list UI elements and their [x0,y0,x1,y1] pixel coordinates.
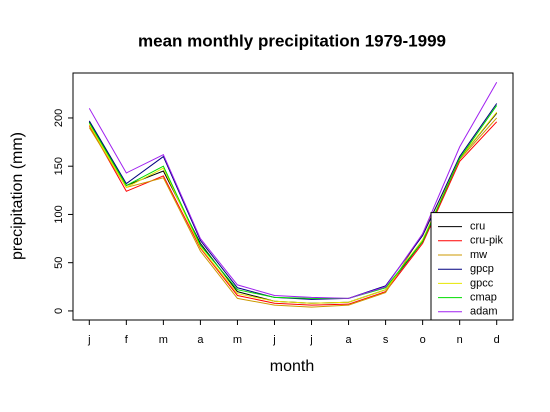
x-tick-label: o [420,334,426,346]
x-tick-label: n [457,334,463,346]
legend-label: mw [470,249,487,261]
x-tick-label: a [345,334,352,346]
series-line [88,111,498,304]
y-tick-label: 200 [53,109,65,127]
y-tick-label: 0 [53,308,65,314]
x-tick-label: m [233,334,242,346]
y-tick-label: 100 [53,205,65,223]
y-tick-label: 50 [53,257,65,269]
x-tick-label: s [383,334,389,346]
series-line [88,121,498,306]
x-tick-label: d [494,334,500,346]
x-axis-title: month [270,358,314,375]
y-axis-title: precipitation (mm) [9,132,26,260]
legend-label: cru [470,221,485,233]
chart-title: mean monthly precipitation 1979-1999 [138,31,446,50]
legend-label: adam [470,306,498,318]
x-tick-label: j [309,334,312,346]
x-tick-label: f [125,334,129,346]
series-line [88,105,498,299]
y-tick-label: 150 [53,157,65,175]
series-line [88,82,498,299]
x-tick-label: a [197,334,204,346]
legend-label: cmap [470,292,497,304]
legend-label: gpcp [470,263,494,275]
x-tick-label: j [272,334,275,346]
legend-label: gpcc [470,277,494,289]
x-tick-label: j [87,334,90,346]
legend-box [430,212,514,321]
legend-label: cru-pik [470,235,504,247]
x-tick-label: m [159,334,168,346]
